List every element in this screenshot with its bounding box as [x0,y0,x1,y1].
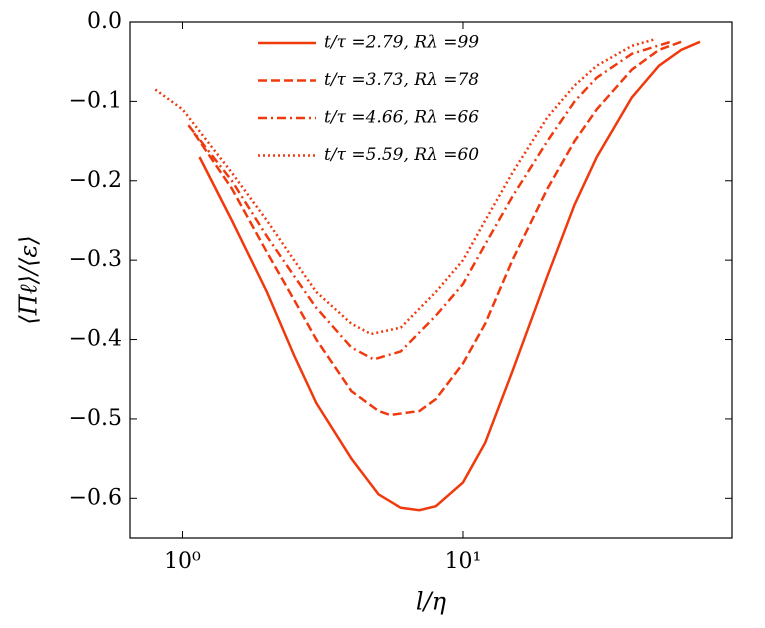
legend-label: t/τ =5.59, Rλ =60 [324,145,479,165]
y-tick-label: −0.6 [69,485,122,510]
line-series [187,40,672,361]
legend-label: t/τ =2.79, Rλ =99 [324,33,479,53]
y-tick-label: 0.0 [87,9,122,34]
y-tick-label: −0.1 [69,88,122,113]
y-axis-label: ⟨Πℓ⟩/⟨ε⟩ [15,235,43,324]
y-tick-label: −0.3 [69,247,122,272]
x-tick-label: 10¹ [445,549,482,574]
legend-label: t/τ =4.66, Rλ =66 [324,108,479,128]
line-series [154,38,655,336]
x-axis-label: l/η [416,588,447,616]
x-tick-label: 10⁰ [164,549,201,574]
plot-frame [129,21,733,539]
y-tick-label: −0.4 [69,327,122,352]
y-tick-label: −0.5 [69,406,122,431]
y-tick-label: −0.2 [69,168,122,193]
line-series [193,40,682,417]
line-series [198,40,701,512]
legend-label: t/τ =3.73, Rλ =78 [324,70,479,90]
